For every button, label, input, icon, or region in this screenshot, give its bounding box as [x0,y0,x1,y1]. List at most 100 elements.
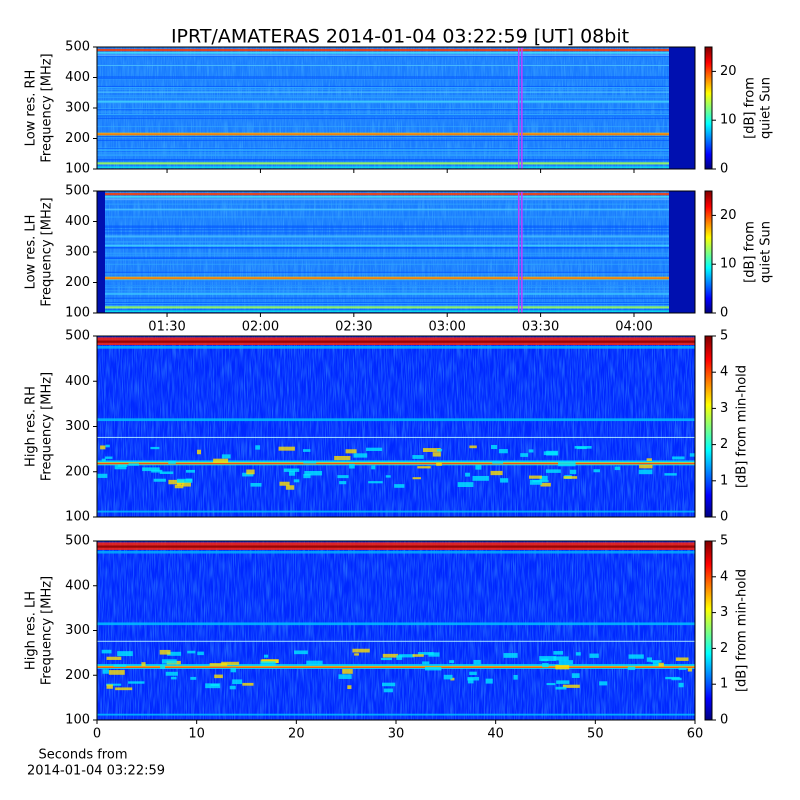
heatmap-blob [473,659,481,665]
heatmap-blob [128,681,145,684]
heatmap-blob [556,680,570,684]
colorbar [704,335,713,518]
heatmap-band [97,345,695,349]
heatmap-streak [97,225,695,227]
y-axis-label: Frequency [MHz] [40,53,55,162]
heatmap-blob [490,470,503,476]
heatmap-band [97,436,695,438]
x-tick-label: 60 [687,727,704,742]
heatmap-blob [334,455,351,461]
heatmap-blob [306,660,323,665]
heatmap-band [97,340,695,343]
y-axis-label: Frequency [MHz] [40,576,55,685]
heatmap-band [97,162,695,165]
heatmap-blob [293,479,300,483]
heatmap-streak [97,302,695,304]
heatmap-blob [529,479,543,485]
heatmap-streak [97,139,695,141]
colorbar-tick-label: 2 [720,641,728,656]
heatmap-streak [97,210,695,212]
colorbar-tick-label: 0 [720,510,728,525]
colorbar [704,190,713,314]
heatmap-blob [503,653,518,658]
heatmap-blob [465,472,470,477]
heatmap-blob [214,674,223,679]
heatmap-streak [97,55,695,57]
heatmap-blob [569,469,577,475]
heatmap-blob [599,681,608,686]
heatmap-band [97,640,695,642]
heatmap-streak [97,87,695,89]
y-tick-label: 500 [65,534,90,549]
heatmap-blob [540,482,551,487]
colorbar-tick-label: 10 [720,257,737,272]
heatmap-blob [213,458,229,463]
heatmap-streak [97,77,695,79]
heatmap-streak [97,102,695,104]
heatmap-streak [97,115,695,117]
heatmap-blob [412,455,424,459]
heatmap-blob [150,446,160,450]
heatmap-blob [399,654,415,658]
heatmap-blob [422,448,441,452]
heatmap-band [97,310,695,312]
heatmap-blob [105,456,113,459]
heatmap-blob [221,454,231,459]
heatmap-streak [97,85,695,87]
heatmap-blob [114,465,127,470]
heatmap-blob [467,680,474,684]
heatmap-blob [260,659,279,663]
x-tick-label: 04:00 [615,320,652,335]
heatmap [97,191,695,314]
y-axis-label: Low res. LH [24,215,39,290]
heatmap-band [97,48,695,52]
heatmap-band [97,149,695,151]
heatmap-blob [614,466,621,471]
colorbar-tick-label: 5 [720,329,728,344]
heatmap-streak [97,76,695,78]
heatmap-band [97,510,695,513]
heatmap-streak [97,290,695,292]
heatmap-blob [303,449,311,452]
colorbar-tick-label: 0 [720,306,728,321]
heatmap-blob [159,649,171,655]
heatmap-streak [97,108,695,110]
colorbar-tick-label: 0 [720,162,728,177]
heatmap-blob [101,458,106,462]
x-tick-label: 02:00 [242,320,279,335]
heatmap-blob [546,683,556,686]
heatmap-blob [263,654,269,658]
heatmap-blob [689,453,696,457]
colorbar-tick-label: 4 [720,365,728,380]
heatmap-streak [97,126,695,128]
heatmap-streak [97,203,695,205]
y-tick-label: 100 [65,510,90,525]
heatmap [97,47,695,169]
heatmap-streak [97,95,695,97]
heatmap-blob [575,652,581,656]
heatmap-band [97,306,695,309]
heatmap-streak [97,297,695,299]
heatmap-blob [303,461,317,464]
heatmap-blob [117,651,133,657]
heatmap-blob [366,447,383,451]
colorbar [704,540,713,721]
heatmap-blob [541,658,549,662]
y-axis-label: High res. LH [24,591,39,670]
colorbar-label: [dB] from min-hold [735,569,750,692]
heatmap-blob [174,484,184,489]
heatmap-blob [285,485,295,490]
heatmap-blob [250,483,262,487]
heatmap-blob [279,481,290,486]
heatmap-blob [432,452,441,457]
heatmap-blob [105,444,110,448]
heatmap-blob [672,456,685,460]
heatmap-blob [167,651,182,656]
heatmap-blob [342,668,353,674]
heatmap-blob [242,472,254,477]
y-tick-label: 200 [65,275,90,290]
x-tick-label: 03:30 [522,320,559,335]
heatmap-blob [165,671,178,676]
heatmap-blob [337,475,349,479]
heatmap-streak [97,150,695,152]
